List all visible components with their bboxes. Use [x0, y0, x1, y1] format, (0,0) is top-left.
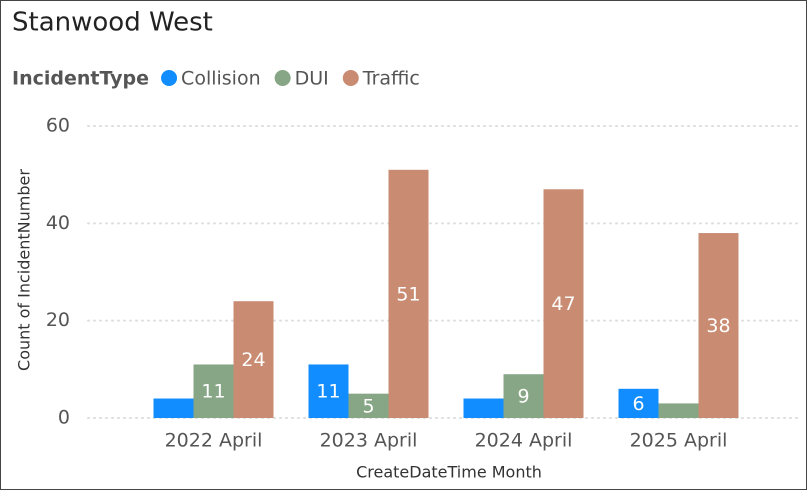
y-tick-label: 40: [46, 212, 70, 234]
x-tick-label: 2022 April: [165, 430, 263, 452]
data-label: 5: [362, 395, 374, 417]
bar: [388, 169, 429, 418]
legend-label: Collision: [181, 68, 261, 90]
x-axis-label: CreateDateTime Month: [356, 463, 542, 482]
legend-swatch: [161, 70, 178, 86]
bar: [698, 233, 739, 418]
legend-label: DUI: [295, 68, 329, 90]
data-label: 47: [551, 293, 575, 315]
y-tick-label: 20: [46, 309, 70, 331]
bar: [153, 398, 194, 418]
data-label: 38: [706, 315, 730, 337]
bar: [503, 374, 544, 418]
x-tick-label: 2023 April: [320, 430, 418, 452]
chart-title: Stanwood West: [12, 8, 213, 38]
bar: [348, 393, 389, 418]
data-label: 11: [316, 381, 340, 403]
legend-swatch: [342, 70, 359, 86]
bar: [658, 403, 699, 418]
bar: [618, 388, 659, 418]
data-label: 9: [517, 386, 529, 408]
bar: [308, 364, 349, 418]
y-axis-label: Count of IncidentNumber: [15, 169, 34, 371]
bar: [233, 301, 274, 418]
data-label: 11: [201, 381, 225, 403]
bar: [193, 364, 234, 418]
legend-title: IncidentType: [12, 68, 149, 90]
bar: [463, 398, 504, 418]
legend-label: Traffic: [362, 68, 420, 90]
y-tick-label: 0: [58, 407, 70, 429]
data-label: 6: [632, 393, 644, 415]
data-label: 51: [396, 283, 420, 305]
legend-swatch: [274, 70, 291, 86]
x-tick-label: 2025 April: [630, 430, 728, 452]
data-label: 24: [241, 349, 265, 371]
y-tick-label: 60: [46, 115, 70, 137]
bar: [543, 189, 584, 418]
x-tick-label: 2024 April: [475, 430, 573, 452]
